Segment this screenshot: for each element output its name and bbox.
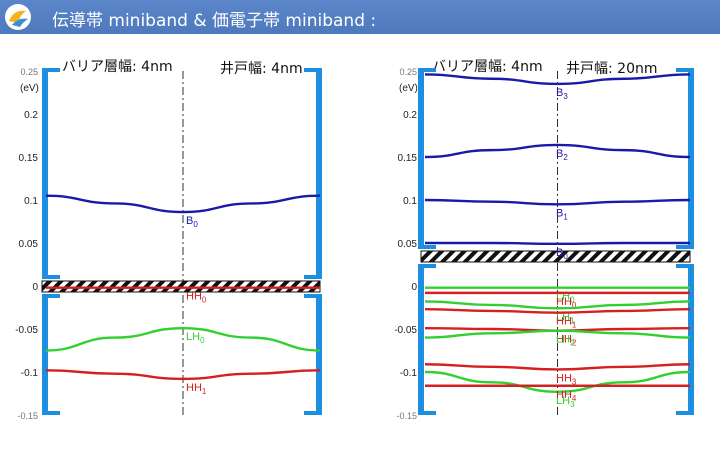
series-label-subscript: 1 (202, 387, 207, 396)
series-label-hh2: HH2 (556, 334, 577, 348)
bracket-bar (418, 264, 424, 415)
bracket-cap (42, 294, 60, 298)
series-line-lh2 (424, 329, 691, 339)
series-label-subscript: 0 (570, 296, 575, 305)
series-label-b0: B0 (186, 215, 198, 229)
series-line-hh1 (45, 369, 321, 381)
series-label-hh1: HH1 (186, 382, 207, 396)
series-label-hh0: HH0 (186, 291, 207, 305)
university-logo-icon (5, 4, 31, 30)
series-label-subscript: 4 (572, 394, 577, 403)
series-line-lh3 (424, 370, 691, 393)
bracket-cap (42, 411, 60, 415)
bracket-cap (304, 275, 322, 279)
series-line-b0 (45, 194, 321, 214)
panel1-well-label: 井戸幅: 4nm (220, 61, 303, 77)
bracket-cap (304, 294, 322, 298)
series-label-b0: B0 (556, 247, 568, 261)
bracket-bar (316, 294, 322, 415)
series-label-subscript: 2 (563, 153, 568, 162)
bracket-cap (676, 245, 694, 249)
y-tick-label: 0.05 (398, 239, 418, 250)
y-tick-label-clipped: 0.25 (20, 67, 38, 77)
series-label-subscript: 0 (200, 336, 205, 345)
slide-title: 伝導帯 miniband & 価電子帯 miniband : (52, 11, 377, 31)
series-label-subscript: 1 (570, 316, 575, 325)
series-label-subscript: 0 (563, 252, 568, 261)
y-tick-label: -0.1 (400, 368, 418, 379)
series-label-b3: B3 (556, 87, 568, 101)
y-tick-label: -0.05 (394, 325, 417, 336)
bracket-cap (42, 275, 60, 279)
bracket-cap (676, 68, 694, 72)
y-tick-label: 0.05 (19, 239, 39, 250)
series-label-hh0: HH0 (556, 296, 577, 310)
series-label-subscript: 3 (570, 400, 575, 409)
panel2-barrier-label: バリア層幅: 4nm (432, 59, 543, 75)
band-gap-hatch (41, 280, 321, 293)
bracket-cap (418, 264, 436, 268)
series-label-b1: B1 (556, 207, 568, 221)
panel2-well-label: 井戸幅: 20nm (566, 61, 658, 77)
y-tick-label-clipped: -0.15 (396, 411, 417, 421)
bracket-bar (316, 68, 322, 279)
series-label-b2: B2 (556, 148, 568, 162)
series-label-lh0: LH0 (186, 331, 205, 345)
y-tick-label-clipped: -0.15 (17, 411, 38, 421)
series-line-hh3 (424, 363, 691, 371)
series-line-lh1 (424, 300, 691, 310)
y-tick-label: 0.2 (403, 110, 417, 121)
y-tick-label: 0 (32, 282, 38, 293)
bracket-cap (42, 68, 60, 72)
y-tick-label: 0.2 (24, 110, 38, 121)
bracket-cap (676, 411, 694, 415)
y-tick-label: 0.1 (24, 196, 38, 207)
series-line-b1 (424, 198, 691, 206)
slide-header: 伝導帯 miniband & 価電子帯 miniband : (0, 0, 720, 34)
y-tick-label: 0 (411, 282, 417, 293)
series-line-b2 (424, 143, 691, 159)
y-tick-label: -0.05 (15, 325, 38, 336)
bracket-cap (304, 411, 322, 415)
bracket-bar (42, 294, 48, 415)
series-line-b0 (425, 241, 690, 246)
series-label-lh2: LH2 (556, 334, 575, 348)
bracket-cap (418, 411, 436, 415)
panel-2-chart: 0 0.05 0.1 0.15 0.2 -0.05 -0.1 0.25 -0.15 (eV) B3 B… (394, 67, 694, 421)
y-tick-label: 0.15 (398, 153, 418, 164)
series-label-subscript: 0 (193, 220, 198, 229)
y-tick-label: 0.1 (403, 196, 417, 207)
series-label-subscript: 2 (570, 339, 575, 348)
series-label-subscript: 1 (572, 321, 577, 330)
bracket-bar (42, 68, 48, 279)
series-label-subscript: 1 (563, 212, 568, 221)
bracket-cap (304, 68, 322, 72)
series-label-hh3: HH3 (556, 372, 577, 386)
y-tick-label: -0.1 (21, 368, 39, 379)
y-axis-unit: (eV) (399, 83, 418, 94)
series-label-hh1: HH1 (556, 316, 577, 330)
series-label-subscript: 3 (572, 377, 577, 386)
series-line-b3 (424, 73, 691, 86)
band-gap-hatch (420, 250, 691, 263)
y-tick-label: 0.15 (19, 153, 39, 164)
bracket-cap (676, 264, 694, 268)
bracket-bar (688, 264, 694, 415)
series-label-subscript: 2 (572, 339, 577, 348)
series-label-hh4: HH4 (556, 389, 577, 403)
panel-1-chart: 0 0.05 0.1 0.15 0.2 -0.05 -0.1 0.25 -0.15 (eV) B0 H… (15, 67, 322, 421)
y-axis-unit: (eV) (20, 83, 39, 94)
series-line-lh0 (45, 326, 321, 352)
bracket-bar (418, 68, 424, 249)
series-line-hh1 (424, 308, 691, 314)
bracket-bar (688, 68, 694, 249)
series-label-subscript: 0 (572, 301, 577, 310)
bracket-cap (418, 245, 436, 249)
y-tick-label-clipped: 0.25 (399, 67, 417, 77)
series-label-subscript: 3 (563, 92, 568, 101)
panel1-barrier-label: バリア層幅: 4nm (62, 59, 173, 75)
bracket-cap (418, 68, 436, 72)
series-label-subscript: 0 (202, 296, 207, 305)
